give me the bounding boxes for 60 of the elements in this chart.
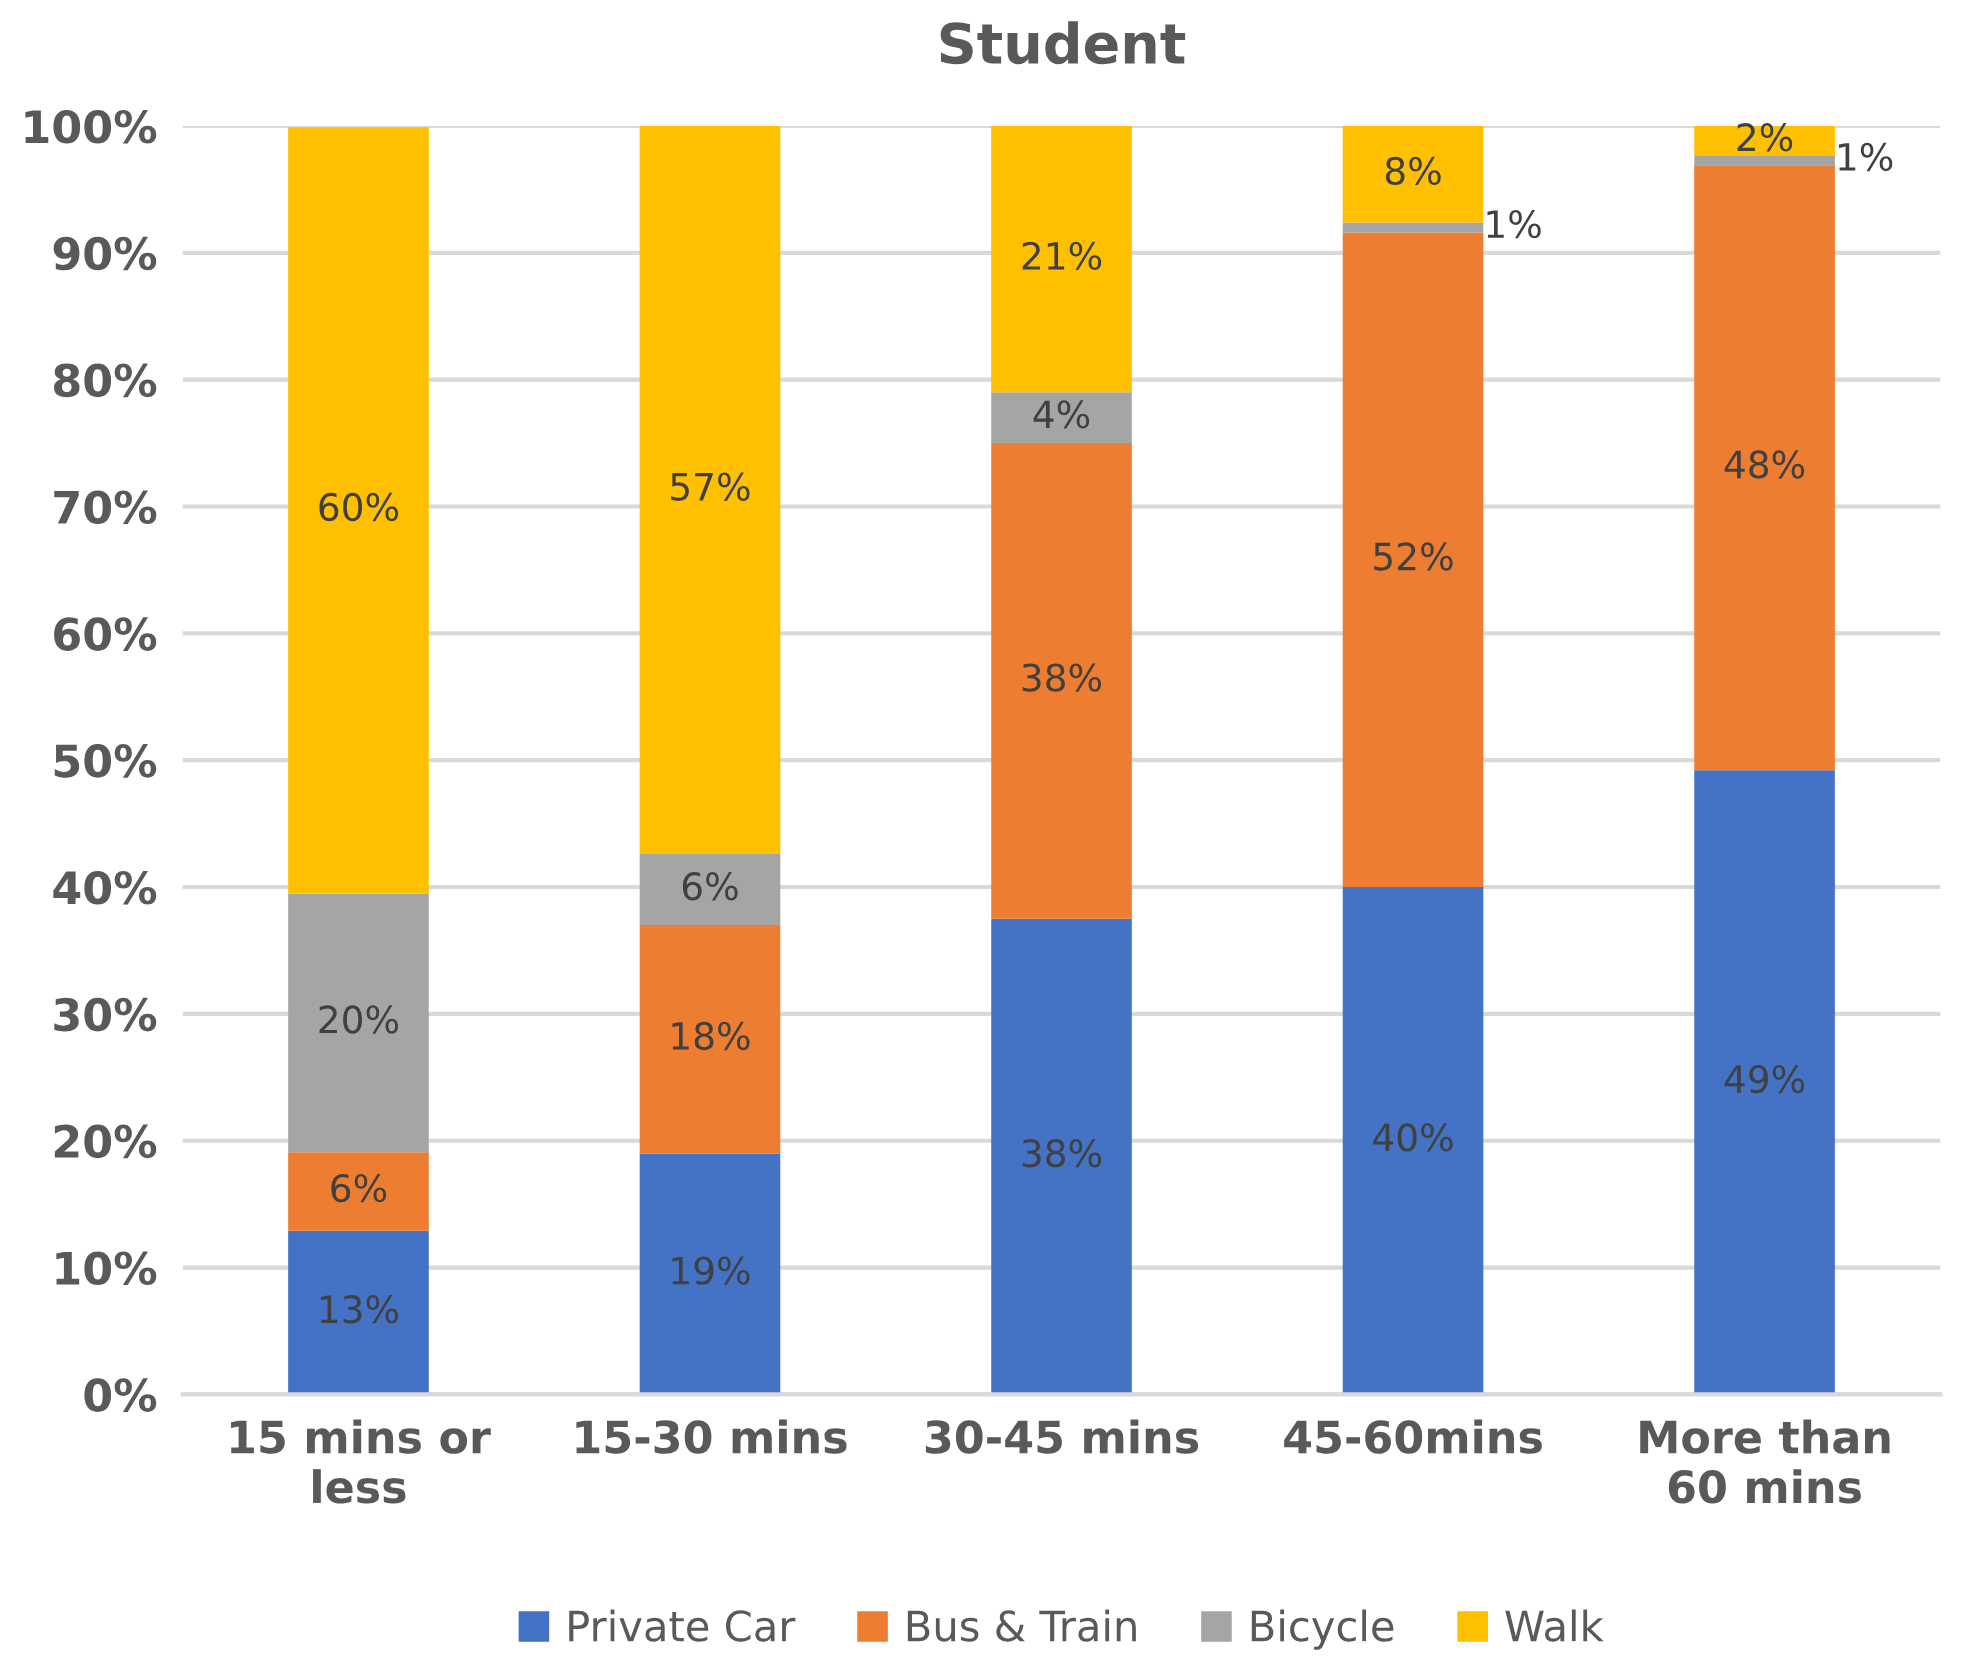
bar [288, 1230, 429, 1395]
data-label: 8% [1385, 156, 1441, 186]
data-label: 21% [1022, 241, 1102, 271]
y-tick-label: 60% [54, 617, 157, 651]
data-label: 38% [1022, 1139, 1102, 1168]
bar [1342, 222, 1484, 233]
data-label: 6% [331, 1173, 387, 1203]
data-label: 1% [1487, 209, 1541, 239]
x-tick-label: More than 60 mins [1640, 1419, 1890, 1504]
bar [1694, 155, 1835, 166]
bar [639, 1153, 781, 1395]
chart-title: Student [940, 21, 1186, 65]
bar [639, 925, 781, 1154]
data-label: 13% [320, 1295, 399, 1324]
y-tick-label: 0% [84, 1378, 157, 1412]
y-tick-label: 100% [25, 109, 157, 144]
x-tick-label: 15 mins or less [231, 1419, 491, 1504]
data-label: 18% [672, 1021, 750, 1051]
y-tick-label: 40% [53, 870, 157, 905]
data-label: 19% [672, 1256, 750, 1285]
bar [991, 392, 1132, 444]
bar [1342, 887, 1484, 1395]
legend-label: Private Car [569, 1609, 796, 1642]
data-label: 6% [682, 872, 738, 901]
y-tick-label: 20% [54, 1124, 157, 1159]
bar [288, 127, 429, 894]
bar [1342, 232, 1484, 888]
bar [1694, 770, 1835, 1395]
data-label: 4% [1033, 400, 1090, 429]
bar [1342, 126, 1484, 223]
data-label: 2% [1737, 123, 1793, 152]
bar [991, 443, 1132, 919]
y-tick-label: 80% [54, 363, 157, 398]
y-tick-label: 90% [53, 236, 157, 271]
bar [991, 918, 1132, 1395]
bar [639, 854, 781, 926]
legend-label: Walk [1505, 1609, 1604, 1642]
bar [639, 126, 781, 855]
legend-label: Bicycle [1251, 1609, 1394, 1650]
bar [288, 1152, 429, 1231]
bar [288, 893, 429, 1153]
y-tick-label: 70% [54, 490, 157, 525]
bar [1694, 165, 1835, 771]
bar [991, 126, 1132, 393]
y-tick-label: 50% [54, 744, 157, 778]
x-tick-label: 30-45 mins [925, 1419, 1199, 1454]
data-label: 48% [1724, 450, 1805, 479]
y-tick-label: 10% [56, 1251, 157, 1286]
data-label: 40% [1373, 1123, 1453, 1152]
data-label: 38% [1022, 663, 1102, 692]
data-label: 20% [319, 1005, 399, 1034]
x-tick-label: 15-30 mins [576, 1419, 847, 1454]
data-label: 52% [1374, 542, 1453, 571]
y-tick-label: 30% [54, 997, 157, 1032]
legend-label: Bus & Train [907, 1609, 1136, 1642]
x-tick-label: 45-60mins [1284, 1419, 1542, 1454]
data-label: 49% [1724, 1064, 1805, 1094]
data-label: 1% [1838, 142, 1893, 172]
data-label: 57% [671, 472, 750, 501]
data-label: 60% [319, 492, 399, 522]
